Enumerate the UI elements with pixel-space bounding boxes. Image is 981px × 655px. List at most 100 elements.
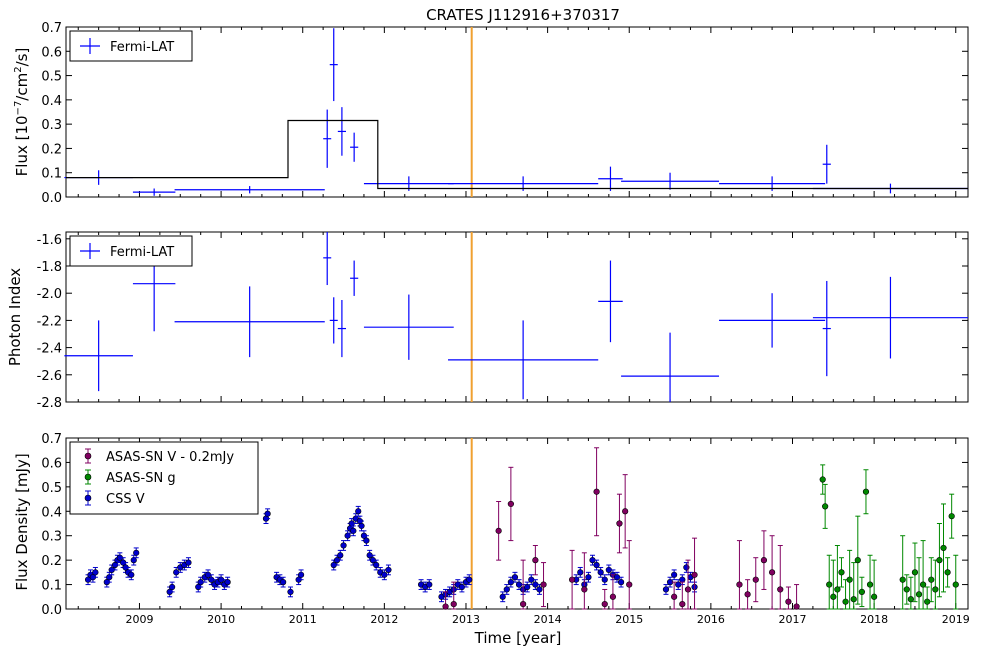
data-point <box>785 586 792 610</box>
data-point <box>911 542 919 603</box>
x-tick-label: 2011 <box>289 613 317 626</box>
data-point <box>932 559 939 610</box>
marker <box>858 588 865 596</box>
marker <box>899 576 906 583</box>
data-point <box>834 544 841 610</box>
data-point <box>568 549 576 610</box>
marker <box>601 601 608 608</box>
plot-frame <box>65 26 969 198</box>
data-point <box>132 188 176 196</box>
y-tick-label: 0.0 <box>41 191 62 206</box>
data-point <box>907 576 914 610</box>
marker <box>593 488 600 495</box>
data-point <box>329 28 338 102</box>
marker <box>426 581 433 588</box>
data-point <box>862 469 870 515</box>
lightcurve-step <box>66 119 968 190</box>
data-point <box>760 530 768 590</box>
data-point <box>363 535 370 546</box>
marker <box>936 557 943 564</box>
marker <box>911 569 919 576</box>
marker <box>671 571 678 578</box>
marker <box>507 500 514 508</box>
y-tick-label: 0.6 <box>41 456 62 471</box>
data-point <box>532 579 539 590</box>
data-point <box>448 320 599 400</box>
data-point <box>736 540 743 610</box>
data-point <box>323 232 332 286</box>
y-tick-label: -2.4 <box>37 342 62 357</box>
data-point <box>350 260 359 296</box>
marker <box>662 586 670 593</box>
flux-density-ylabel: Flux Density [mJy] <box>13 453 31 590</box>
data-point <box>337 549 344 561</box>
marker <box>830 593 837 600</box>
marker <box>92 569 99 576</box>
data-point <box>507 466 514 542</box>
data-point <box>793 584 800 610</box>
data-point <box>495 501 502 561</box>
data-point <box>626 540 633 610</box>
marker <box>442 603 449 610</box>
data-point <box>719 293 826 348</box>
data-point <box>671 581 678 610</box>
data-point <box>752 557 759 603</box>
data-point <box>329 297 338 344</box>
y-tick-label: 0.5 <box>41 481 62 496</box>
marker <box>846 576 853 583</box>
photon-index-ylabel: Photon Index <box>6 268 24 366</box>
marker <box>133 549 140 556</box>
marker <box>585 574 592 581</box>
data-point <box>323 109 332 168</box>
marker <box>224 579 231 586</box>
data-point <box>598 260 623 343</box>
marker <box>940 544 947 552</box>
data-point <box>866 554 874 610</box>
marker <box>577 569 584 576</box>
data-point <box>515 579 523 590</box>
x-axis-label: Time [year] <box>474 629 562 647</box>
data-point <box>536 584 543 595</box>
data-point <box>287 586 294 598</box>
marker <box>536 586 543 593</box>
y-tick-label: -2.6 <box>37 369 62 384</box>
y-tick-label: 0.5 <box>41 70 62 85</box>
y-tick-label: 0.1 <box>41 167 62 182</box>
data-point <box>174 286 325 358</box>
marker <box>944 569 951 576</box>
marker <box>385 566 392 574</box>
legend-label: Fermi-LAT <box>110 245 174 260</box>
data-point <box>598 166 623 191</box>
y-tick-label: 0.3 <box>41 530 62 545</box>
data-point <box>616 493 623 554</box>
marker <box>373 561 380 569</box>
data-point <box>524 581 531 593</box>
x-tick-label: 2013 <box>452 613 480 626</box>
marker <box>691 571 698 578</box>
marker <box>826 581 833 588</box>
data-point <box>684 559 692 610</box>
data-point <box>426 579 433 590</box>
legend: Fermi-LAT <box>69 235 193 267</box>
marker <box>540 581 547 588</box>
data-point <box>777 544 784 610</box>
y-tick-label: 0.1 <box>41 579 62 594</box>
legend: ASAS-SN V - 0.2mJy ASAS-SN g CSS V <box>69 441 259 515</box>
marker <box>679 601 686 608</box>
marker <box>626 581 633 588</box>
marker <box>834 586 841 593</box>
data-point <box>585 571 592 583</box>
marker <box>524 583 531 591</box>
data-point <box>858 576 865 608</box>
marker <box>495 527 502 534</box>
marker <box>350 527 357 534</box>
marker <box>915 591 923 598</box>
marker <box>597 569 604 576</box>
data-point <box>850 562 857 610</box>
data-point <box>450 581 457 610</box>
y-tick-label: 0.2 <box>41 554 62 569</box>
data-point <box>507 576 514 588</box>
data-point <box>133 547 140 559</box>
marker <box>616 520 623 527</box>
data-point <box>662 584 670 595</box>
